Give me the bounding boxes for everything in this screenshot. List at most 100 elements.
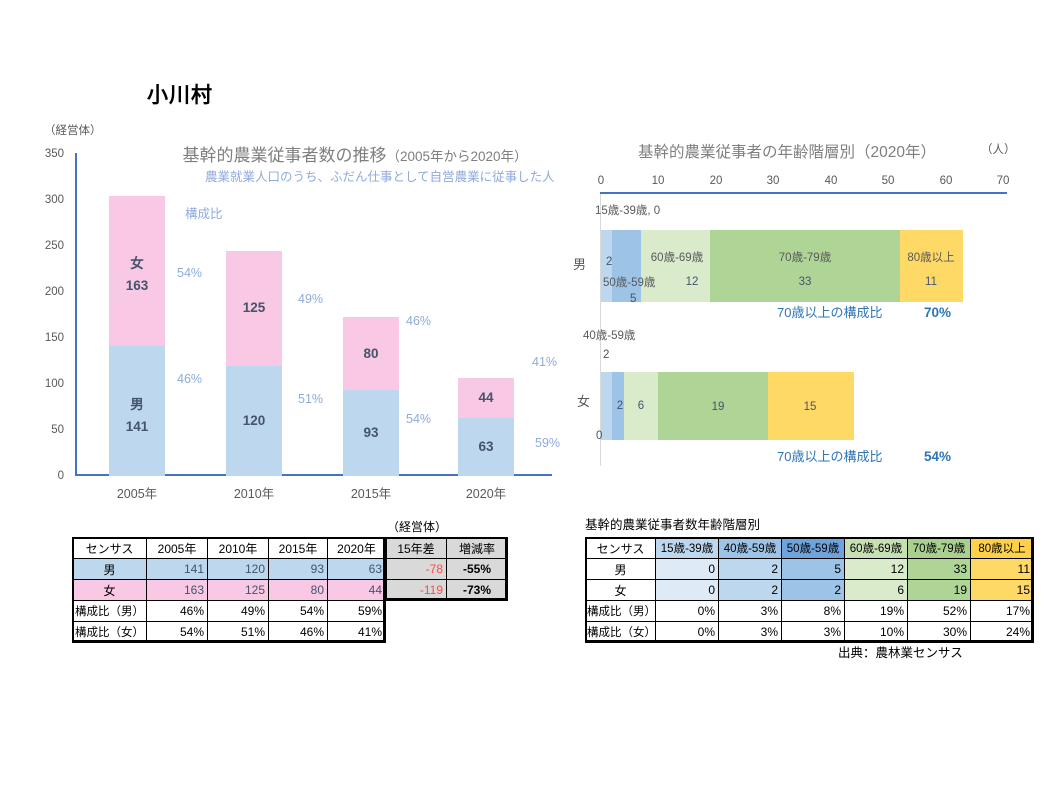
row-label-male: 男 — [585, 558, 656, 580]
cell-female-2010: 125 — [207, 579, 269, 601]
header-40-59: 40歳-59歳 — [718, 537, 782, 559]
cell-share-male-50-59: 8% — [781, 600, 845, 622]
cell-share-female-15-39: 0% — [655, 621, 719, 643]
trend-chart-subtitle: 農業就業人口のうち、ふだん仕事として自営農業に従事した人 — [205, 170, 555, 184]
female-seg-50-59 — [612, 372, 624, 440]
trend-chart-title-main: 基幹的農業従事者数の推移 — [182, 146, 387, 165]
female-zero-label: 0 — [596, 430, 603, 442]
cell-share-female-2005: 54% — [146, 621, 208, 643]
row-label-share-male: 構成比（男） — [72, 600, 147, 622]
x-axis-line — [75, 474, 552, 476]
empty-cell — [385, 621, 447, 643]
cell-male-40-59: 2 — [718, 558, 782, 580]
cell-share-male-80plus: 17% — [970, 600, 1034, 622]
male-value-70-79: 33 — [798, 276, 812, 288]
empty-cell — [446, 600, 508, 622]
female-callout-40-59-label: 40歳-59歳 — [583, 330, 636, 342]
value-female-2015: 80 — [363, 345, 379, 361]
header-15-39: 15歳-39歳 — [655, 537, 719, 559]
cell-male-2015: 93 — [268, 558, 328, 580]
y-tick-350: 350 — [44, 148, 64, 160]
trend-table-unit-label: （経営体） — [387, 520, 448, 534]
cell-female-70-79: 19 — [907, 579, 971, 601]
value-male-2005: 141 — [125, 419, 149, 435]
male-seg-80plus — [899, 230, 963, 302]
y-tick-150: 150 — [44, 332, 64, 344]
trend-table: センサス 2005年 2010年 2015年 2020年 15年差 増減率 男 … — [72, 537, 508, 643]
male-share-value: 70% — [924, 305, 952, 320]
share-female-2020: 41% — [532, 355, 558, 369]
header-50-59: 50歳-59歳 — [781, 537, 845, 559]
y-tick-0: 0 — [57, 470, 64, 482]
cell-male-2010: 120 — [207, 558, 269, 580]
cell-male-rate: -55% — [446, 558, 508, 580]
cell-female-50-59: 2 — [781, 579, 845, 601]
trend-table-share-male-row: 構成比（男） 46% 49% 54% 59% — [72, 600, 508, 622]
cell-share-female-70-79: 30% — [907, 621, 971, 643]
share-female-2010: 49% — [298, 292, 324, 306]
trend-table-share-female-row: 構成比（女） 54% 51% 46% 41% — [72, 621, 508, 643]
value-male-2020: 63 — [478, 439, 494, 455]
cell-share-male-40-59: 3% — [718, 600, 782, 622]
share-male-2020: 59% — [535, 436, 561, 450]
x-tick-60: 60 — [939, 175, 953, 187]
cell-male-80plus: 11 — [970, 558, 1034, 580]
age-table-share-female-row: 構成比（女） 0% 3% 3% 10% 30% 24% — [585, 621, 1034, 643]
cell-share-female-2015: 46% — [268, 621, 328, 643]
header-15yr-diff: 15年差 — [385, 537, 447, 559]
age-table-header-row: センサス 15歳-39歳 40歳-59歳 50歳-59歳 60歳-69歳 70歳… — [585, 537, 1034, 559]
header-census: センサス — [585, 537, 656, 559]
cell-female-2015: 80 — [268, 579, 328, 601]
male-agelabel-50-59: 50歳-59歳 — [603, 277, 656, 289]
cell-female-2005: 163 — [146, 579, 208, 601]
male-value-80plus: 11 — [925, 276, 937, 288]
trend-chart-unit-label: （経営体） — [44, 125, 102, 137]
value-male-2010: 120 — [242, 412, 266, 428]
y-axis-line — [75, 153, 77, 476]
female-value-60-69: 6 — [637, 400, 645, 412]
cell-share-female-50-59: 3% — [781, 621, 845, 643]
age-cat-female: 女 — [577, 394, 591, 409]
cell-share-male-70-79: 52% — [907, 600, 971, 622]
y-tick-200: 200 — [44, 286, 64, 298]
cell-female-rate: -73% — [446, 579, 508, 601]
male-agelabel-70-79: 70歳-79歳 — [778, 252, 832, 264]
female-seg-40-59 — [601, 372, 613, 440]
y-tick-50: 50 — [51, 424, 64, 436]
cell-share-male-2005: 46% — [146, 600, 208, 622]
cell-share-male-2010: 49% — [207, 600, 269, 622]
cell-female-15-39: 0 — [655, 579, 719, 601]
cell-female-60-69: 6 — [844, 579, 908, 601]
x-tick-70: 70 — [996, 175, 1010, 187]
row-label-male: 男 — [72, 558, 147, 580]
share-female-2015: 46% — [406, 314, 432, 328]
cell-share-female-60-69: 10% — [844, 621, 908, 643]
age-table-share-male-row: 構成比（男） 0% 3% 8% 19% 52% 17% — [585, 600, 1034, 622]
value-female-2005: 163 — [125, 278, 149, 294]
value-female-2020: 44 — [478, 389, 494, 405]
cell-share-male-15-39: 0% — [655, 600, 719, 622]
female-seg-60-69 — [623, 372, 659, 440]
male-agelabel-60-69: 60歳-69歳 — [650, 252, 704, 264]
male-seg-50-59 — [612, 230, 642, 302]
male-value-40-59: 2 — [606, 256, 613, 268]
male-seg-40-59 — [601, 230, 613, 302]
trend-table-female-row: 女 163 125 80 44 -119 -73% — [72, 579, 508, 601]
bar-2015-female — [343, 316, 399, 391]
y-tick-300: 300 — [44, 194, 64, 206]
header-60-69: 60歳-69歳 — [844, 537, 908, 559]
empty-cell — [446, 621, 508, 643]
series-label-female: 女 — [130, 256, 144, 272]
cell-share-female-2020: 41% — [327, 621, 386, 643]
x-tick-0: 0 — [597, 175, 605, 187]
male-seg-70-79 — [710, 230, 900, 302]
y-tick-250: 250 — [44, 240, 64, 252]
cell-share-male-2020: 59% — [327, 600, 386, 622]
cell-share-male-60-69: 19% — [844, 600, 908, 622]
male-agelabel-80plus: 80歳以上 — [907, 252, 955, 264]
value-female-2010: 125 — [242, 300, 266, 316]
header-80plus: 80歳以上 — [970, 537, 1034, 559]
cell-share-male-2015: 54% — [268, 600, 328, 622]
male-seg-60-69 — [641, 230, 711, 302]
